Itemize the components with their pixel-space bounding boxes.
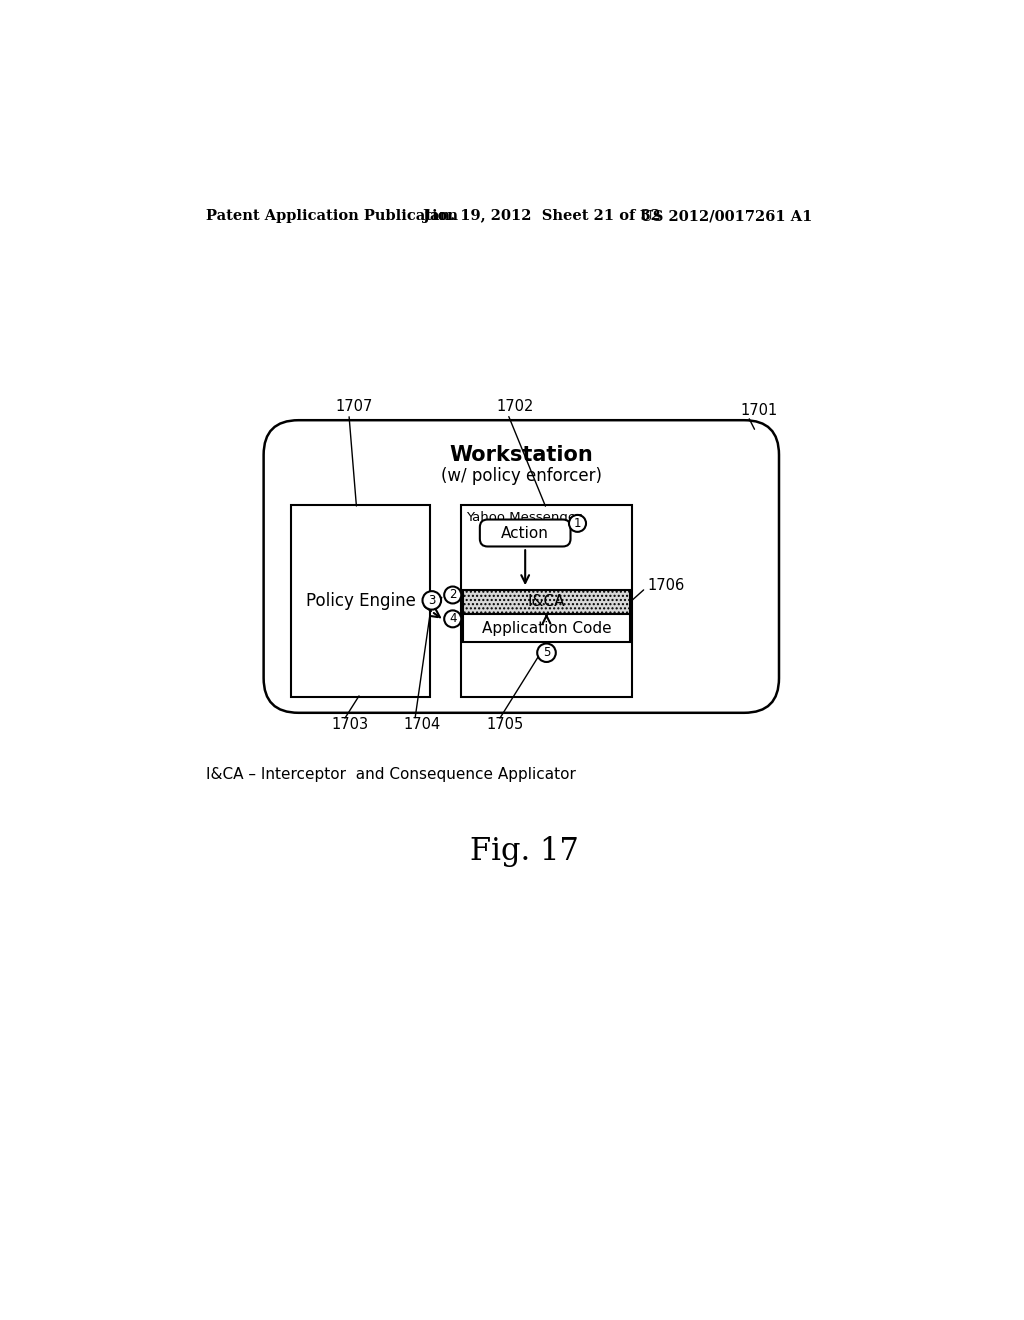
Text: 1704: 1704 xyxy=(403,717,440,731)
Text: Action: Action xyxy=(502,525,549,540)
Text: 1702: 1702 xyxy=(496,399,534,414)
Text: Fig. 17: Fig. 17 xyxy=(470,836,580,867)
Text: Policy Engine: Policy Engine xyxy=(305,593,416,610)
Text: 4: 4 xyxy=(449,612,457,626)
Text: 1703: 1703 xyxy=(331,717,369,731)
Text: 1701: 1701 xyxy=(740,404,777,418)
Text: 2: 2 xyxy=(449,589,457,602)
FancyBboxPatch shape xyxy=(461,506,632,697)
Circle shape xyxy=(444,610,461,627)
Text: Yahoo Messenger: Yahoo Messenger xyxy=(466,511,582,524)
Text: Workstation: Workstation xyxy=(450,445,593,465)
Text: Jan. 19, 2012  Sheet 21 of 32: Jan. 19, 2012 Sheet 21 of 32 xyxy=(423,209,660,223)
Text: I&CA – Interceptor  and Consequence Applicator: I&CA – Interceptor and Consequence Appli… xyxy=(206,767,575,781)
Circle shape xyxy=(569,515,586,532)
Text: 1705: 1705 xyxy=(486,717,523,731)
Circle shape xyxy=(538,644,556,663)
Text: 5: 5 xyxy=(543,647,550,659)
FancyBboxPatch shape xyxy=(263,420,779,713)
Text: Application Code: Application Code xyxy=(481,620,611,636)
FancyBboxPatch shape xyxy=(291,506,430,697)
Circle shape xyxy=(423,591,441,610)
Text: 1706: 1706 xyxy=(647,578,684,593)
FancyBboxPatch shape xyxy=(480,520,570,546)
Text: 1: 1 xyxy=(573,517,582,529)
Circle shape xyxy=(444,586,461,603)
Text: US 2012/0017261 A1: US 2012/0017261 A1 xyxy=(640,209,812,223)
Text: 1707: 1707 xyxy=(336,399,373,414)
FancyBboxPatch shape xyxy=(463,614,630,642)
FancyBboxPatch shape xyxy=(463,590,630,614)
Text: (w/ policy enforcer): (w/ policy enforcer) xyxy=(440,467,602,486)
Text: Patent Application Publication: Patent Application Publication xyxy=(206,209,458,223)
Text: I&CA: I&CA xyxy=(527,594,565,610)
Text: 3: 3 xyxy=(428,594,435,607)
